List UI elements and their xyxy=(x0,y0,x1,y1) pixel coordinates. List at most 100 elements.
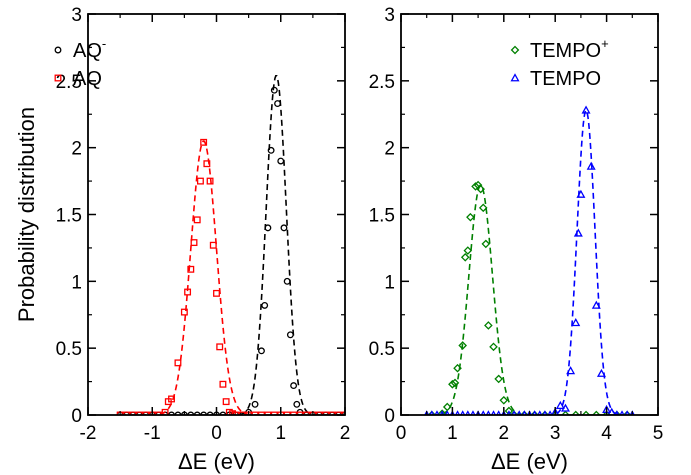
x-tick-label: -1 xyxy=(144,423,161,444)
data-point xyxy=(180,308,188,316)
data-point xyxy=(450,378,460,388)
data-point xyxy=(592,410,601,415)
data-point xyxy=(206,411,214,415)
data-point xyxy=(225,408,233,415)
data-point xyxy=(213,289,220,297)
data-point xyxy=(142,411,150,415)
y-tick-label: 1.5 xyxy=(56,206,82,227)
y-tick-label: 2.5 xyxy=(369,72,395,93)
y-tick-label: 3 xyxy=(71,5,82,26)
data-point xyxy=(283,277,291,285)
data-point xyxy=(571,410,581,415)
data-point xyxy=(193,411,201,415)
data-point xyxy=(135,411,143,415)
legend-label-superscript: + xyxy=(601,36,609,51)
data-point xyxy=(161,408,169,415)
y-axis-label: Probability distribution xyxy=(14,107,39,322)
data-point xyxy=(427,410,437,415)
legend-label: TEMPO+ xyxy=(530,36,609,62)
series-2 xyxy=(424,105,635,415)
data-point xyxy=(581,105,591,114)
data-point xyxy=(302,411,310,415)
data-point xyxy=(622,410,632,415)
x-tick-label: 3 xyxy=(550,423,561,444)
legend-marker xyxy=(54,74,62,82)
data-point xyxy=(168,395,175,403)
data-point xyxy=(607,407,616,415)
data-point xyxy=(555,400,565,410)
legend: AQ- AQ xyxy=(54,36,106,90)
data-point xyxy=(596,368,606,377)
data-point xyxy=(484,321,493,330)
series-fit-line xyxy=(120,74,345,415)
data-point xyxy=(203,160,211,168)
data-point xyxy=(437,409,447,415)
data-point xyxy=(561,410,570,415)
data-point xyxy=(216,343,224,351)
data-point xyxy=(296,411,304,415)
data-point xyxy=(481,239,491,249)
x-axis-label: ΔE (eV) xyxy=(491,449,568,474)
data-point xyxy=(489,342,498,352)
data-point xyxy=(232,411,240,415)
legend-label: TEMPO xyxy=(530,68,601,90)
data-point xyxy=(193,216,201,224)
legend-marker xyxy=(510,45,520,55)
data-point xyxy=(509,410,519,415)
x-tick-label: -2 xyxy=(80,423,97,444)
chart-panel-2: 0 1 2 3 4 5 0 0.5 1 1.5 2 2.5 3 ΔE (eV) TEMPO+ TEMPO xyxy=(369,5,664,474)
series-1 xyxy=(427,180,632,415)
legend-label: AQ xyxy=(73,68,102,90)
data-point xyxy=(123,411,130,415)
plot-frame xyxy=(87,13,346,416)
data-point xyxy=(494,374,503,384)
y-tick-label: 3 xyxy=(384,5,395,26)
y-tick-label: 2 xyxy=(71,139,82,160)
x-tick-label: 1 xyxy=(447,423,458,444)
data-point xyxy=(251,411,259,415)
data-point xyxy=(200,138,208,146)
data-point xyxy=(219,380,227,388)
data-point xyxy=(286,331,294,339)
data-point xyxy=(280,224,288,232)
data-point xyxy=(499,395,509,405)
series-fit-line xyxy=(431,184,628,415)
x-axis-label: ΔE (eV) xyxy=(178,449,255,474)
x-tick-label: 2 xyxy=(499,423,510,444)
data-point xyxy=(261,301,269,309)
data-point xyxy=(328,411,336,415)
data-point xyxy=(458,341,467,350)
data-point xyxy=(277,157,285,165)
data-point xyxy=(229,410,237,415)
series-1 xyxy=(116,74,345,415)
data-point xyxy=(540,410,550,415)
y-tick-label: 0 xyxy=(71,406,82,427)
x-tick-label: 4 xyxy=(601,423,612,444)
data-point xyxy=(283,411,291,415)
data-point xyxy=(560,403,570,412)
data-point xyxy=(174,359,182,367)
chart-panel-1: -2 -1 0 1 2 0 0.5 1 1.5 2 2.5 3 ΔE (eV) Probability d… xyxy=(14,5,350,474)
legend-label: AQ- xyxy=(73,36,106,62)
legend-marker xyxy=(510,73,520,82)
data-point xyxy=(200,411,208,415)
data-point xyxy=(270,411,278,415)
data-point xyxy=(274,100,281,108)
data-point xyxy=(448,379,457,389)
data-point xyxy=(290,382,298,390)
y-tick-label: 0.5 xyxy=(369,339,395,360)
data-point xyxy=(322,411,330,415)
data-point xyxy=(453,363,462,373)
data-point xyxy=(551,407,560,415)
data-point xyxy=(586,161,596,170)
data-point xyxy=(466,212,475,222)
data-point xyxy=(571,318,581,327)
data-point xyxy=(251,400,259,408)
data-point xyxy=(476,184,485,194)
data-point xyxy=(335,411,343,415)
x-tick-label: 0 xyxy=(396,423,407,444)
data-point xyxy=(129,411,137,415)
data-point xyxy=(293,400,301,408)
y-tick-label: 0.5 xyxy=(56,339,82,360)
